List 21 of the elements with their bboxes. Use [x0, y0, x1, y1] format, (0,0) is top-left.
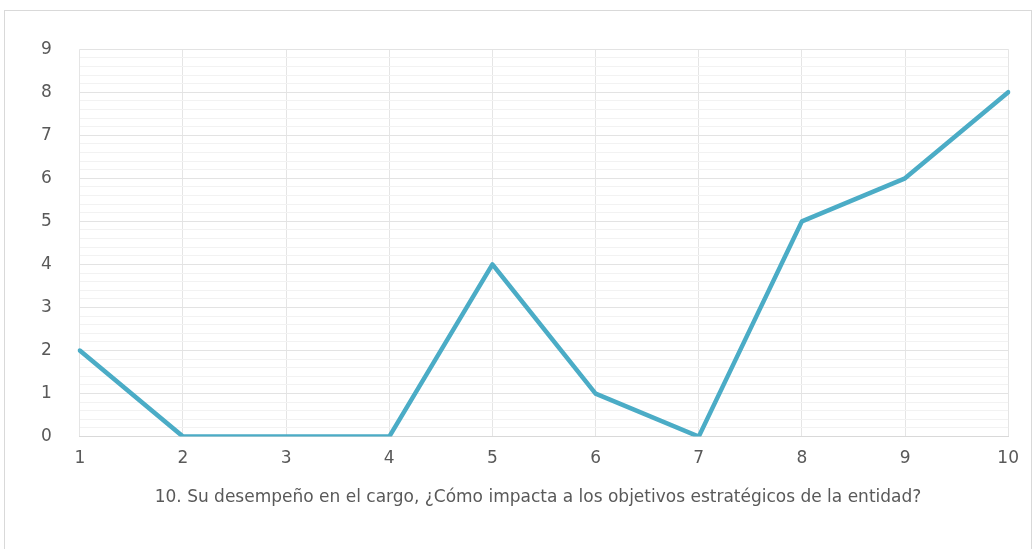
x-tick-label: 5	[487, 447, 498, 468]
y-tick-label: 3	[40, 295, 52, 316]
x-tick-label: 3	[280, 447, 292, 468]
x-tick-label: 9	[899, 447, 911, 468]
y-tick-label: 7	[40, 123, 52, 144]
x-tick-label: 6	[590, 447, 601, 468]
y-tick-label: 5	[40, 209, 52, 230]
y-tick-label: 1	[40, 381, 52, 402]
x-tick-label: 2	[177, 447, 189, 468]
y-tick-label: 8	[40, 80, 52, 101]
y-tick-label: 0	[40, 425, 52, 446]
y-tick-label: 6	[40, 166, 52, 187]
x-tick-label: 8	[796, 447, 808, 468]
y-tick-label: 9	[40, 37, 52, 58]
x-tick-label: 10	[997, 447, 1019, 468]
y-tick-label: 4	[40, 252, 52, 273]
x-tick-label: 7	[693, 447, 705, 468]
x-tick-label: 4	[383, 447, 395, 468]
y-tick-label: 2	[40, 338, 52, 359]
x-tick-label: 1	[74, 447, 86, 468]
x-axis-title: 10. Su desempeño en el cargo, ¿Cómo impacta a los objetivos estratégicos de la entidad?	[153, 485, 923, 508]
